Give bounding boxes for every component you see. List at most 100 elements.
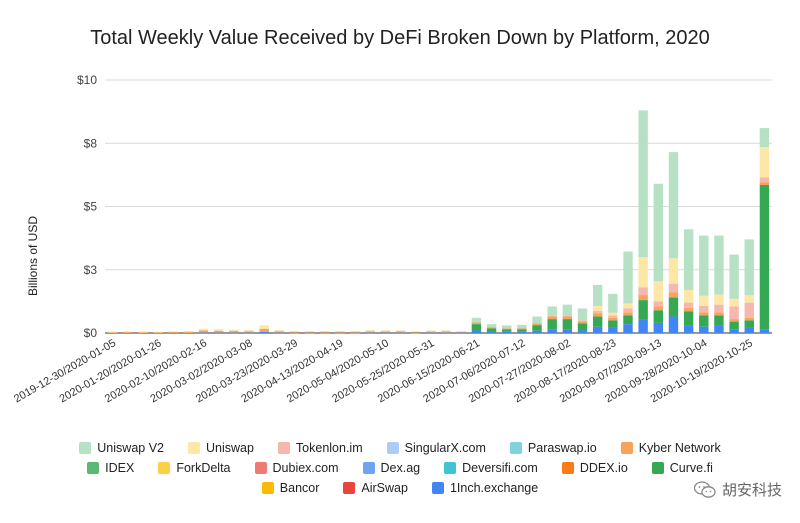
bar-segment: [592, 316, 603, 327]
bar-stack: [532, 316, 542, 333]
bar-segment: [653, 281, 664, 302]
bar-segment: [320, 331, 330, 333]
bar-segment: [744, 317, 754, 321]
bar-stack: [592, 284, 603, 333]
bar-stack: [683, 229, 694, 333]
y-tick-label: $5: [84, 200, 98, 214]
bar-segment: [562, 319, 573, 330]
bar-stack: [547, 306, 557, 333]
bar-segment: [532, 323, 542, 326]
bar-segment: [517, 331, 527, 333]
bar-segment: [668, 283, 679, 293]
bar-segment: [729, 298, 739, 307]
legend-label: Curve.fi: [669, 461, 713, 475]
bar-segment: [471, 317, 482, 323]
bar-segment: [138, 331, 148, 333]
legend-item: Uniswap: [187, 441, 254, 455]
bar-segment: [714, 315, 724, 326]
bar-stack: [714, 235, 724, 333]
watermark-text: 胡安科技: [721, 482, 782, 499]
bar-segment: [729, 254, 739, 299]
bar-stack: [289, 330, 300, 334]
bar-segment: [714, 312, 724, 316]
bar-stack: [123, 331, 133, 333]
bar-segment: [456, 330, 466, 332]
bar-segment: [153, 331, 163, 333]
bar-segment: [699, 326, 709, 333]
bar-segment: [608, 315, 618, 318]
legend-row: Bancor AirSwap 1Inch.exchange: [0, 478, 800, 498]
y-tick-label: $10: [77, 73, 97, 87]
bar-stack: [653, 183, 664, 333]
bar-segment: [592, 326, 603, 333]
bar-stack: [608, 293, 618, 333]
y-axis-label: Billions of USD: [26, 216, 40, 296]
bar-segment: [653, 322, 664, 333]
bar-segment: [683, 307, 694, 312]
bar-segment: [759, 147, 770, 178]
bar-segment: [547, 319, 557, 330]
legend-swatch: [620, 442, 633, 454]
bar-segment: [638, 110, 648, 258]
bar-segment: [714, 294, 724, 305]
bar-segment: [365, 329, 375, 332]
bar-segment: [274, 332, 285, 334]
bar-segment: [759, 177, 770, 183]
bar-segment: [441, 330, 451, 332]
bar-segment: [486, 327, 497, 329]
bar-stack: [107, 331, 118, 333]
bar-segment: [668, 292, 679, 298]
bar-segment: [683, 229, 694, 290]
bar-segment: [426, 330, 436, 332]
legend-row: IDEX ForkDelta Dubiex.com Dex.ag Deversifi.c…: [0, 458, 800, 478]
chart-title: Total Weekly Value Received by DeFi Brok…: [90, 27, 710, 49]
legend-label: Uniswap: [205, 441, 254, 455]
bar-segment: [532, 316, 542, 324]
legend-label: Paraswap.io: [527, 441, 597, 455]
bar-segment: [456, 332, 466, 334]
bar-segment: [623, 308, 633, 313]
bar-segment: [699, 235, 709, 296]
bar-segment: [502, 331, 512, 333]
legend-label: ForkDelta: [176, 461, 231, 475]
bar-stack: [198, 328, 209, 334]
bar-stack: [395, 330, 406, 334]
legend-swatch: [362, 462, 375, 474]
bar-segment: [411, 331, 421, 332]
bar-segment: [562, 316, 573, 320]
bar-segment: [744, 239, 754, 296]
legend-swatch: [254, 462, 267, 474]
bar-segment: [577, 330, 588, 333]
bar-segment: [198, 332, 209, 334]
bar-segment: [638, 295, 648, 301]
bar-stack: [502, 325, 512, 333]
bar-segment: [744, 302, 754, 318]
y-tick-label: $0: [84, 326, 98, 340]
legend-swatch: [343, 482, 356, 494]
bar-stack: [138, 331, 148, 333]
legend-label: IDEX: [105, 461, 135, 475]
bar-segment: [198, 330, 209, 333]
bar-segment: [229, 330, 239, 333]
legend-swatch: [561, 462, 574, 474]
bar-stack: [304, 330, 315, 334]
bar-segment: [699, 295, 709, 306]
bar-segment: [138, 332, 148, 333]
bar-stack: [350, 330, 360, 334]
bar-segment: [320, 330, 330, 332]
bar-stack: [471, 317, 482, 333]
bar-segment: [259, 331, 269, 333]
bar-segment: [517, 324, 527, 329]
legend-label: 1Inch.exchange: [449, 481, 539, 495]
bar-segment: [365, 332, 375, 334]
bar-stack: [365, 329, 375, 334]
bar-stack: [623, 251, 633, 333]
bar-segment: [532, 325, 542, 331]
bar-stack: [244, 329, 254, 334]
bar-segment: [168, 331, 178, 333]
bar-segment: [532, 330, 542, 333]
bar-segment: [623, 312, 633, 316]
bar-stack: [577, 308, 588, 333]
bar-segment: [289, 330, 300, 332]
bar-stack: [562, 304, 573, 333]
